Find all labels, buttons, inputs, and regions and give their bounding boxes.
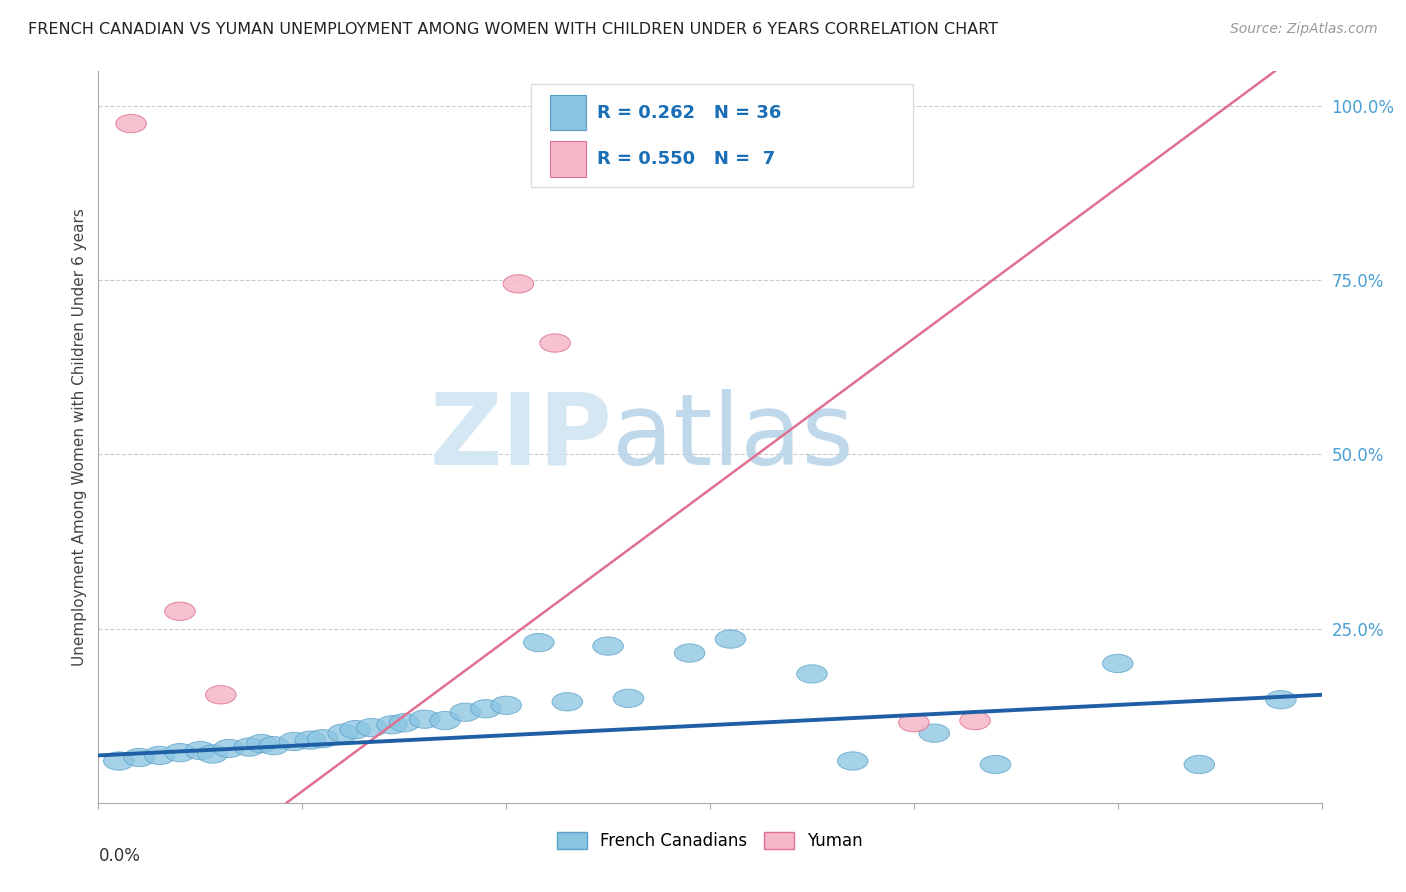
Ellipse shape xyxy=(214,739,245,757)
Ellipse shape xyxy=(246,734,277,753)
Ellipse shape xyxy=(1265,690,1296,709)
Ellipse shape xyxy=(471,699,501,718)
Ellipse shape xyxy=(960,712,990,730)
Text: Source: ZipAtlas.com: Source: ZipAtlas.com xyxy=(1230,22,1378,37)
Legend: French Canadians, Yuman: French Canadians, Yuman xyxy=(550,825,870,856)
Ellipse shape xyxy=(430,712,460,730)
Ellipse shape xyxy=(675,644,704,662)
Ellipse shape xyxy=(523,633,554,652)
Ellipse shape xyxy=(104,752,134,770)
Ellipse shape xyxy=(450,703,481,722)
Text: atlas: atlas xyxy=(612,389,853,485)
Ellipse shape xyxy=(716,630,745,648)
Ellipse shape xyxy=(491,696,522,714)
Ellipse shape xyxy=(186,741,215,760)
Ellipse shape xyxy=(115,114,146,133)
Ellipse shape xyxy=(165,744,195,762)
Ellipse shape xyxy=(613,690,644,707)
Ellipse shape xyxy=(233,738,264,756)
Ellipse shape xyxy=(278,732,309,751)
Text: ZIP: ZIP xyxy=(429,389,612,485)
Ellipse shape xyxy=(145,747,174,764)
Ellipse shape xyxy=(593,637,623,656)
Ellipse shape xyxy=(503,275,534,293)
Ellipse shape xyxy=(898,714,929,731)
Ellipse shape xyxy=(797,665,827,683)
Ellipse shape xyxy=(328,724,359,742)
Text: FRENCH CANADIAN VS YUMAN UNEMPLOYMENT AMONG WOMEN WITH CHILDREN UNDER 6 YEARS CO: FRENCH CANADIAN VS YUMAN UNEMPLOYMENT AM… xyxy=(28,22,998,37)
Ellipse shape xyxy=(920,724,949,742)
Ellipse shape xyxy=(1102,655,1133,673)
Ellipse shape xyxy=(197,745,228,764)
Ellipse shape xyxy=(356,718,387,737)
Ellipse shape xyxy=(980,756,1011,773)
Ellipse shape xyxy=(259,737,290,755)
Ellipse shape xyxy=(340,721,371,739)
Ellipse shape xyxy=(409,710,440,729)
Ellipse shape xyxy=(377,715,408,734)
Ellipse shape xyxy=(295,731,326,749)
Text: 0.0%: 0.0% xyxy=(98,847,141,864)
Ellipse shape xyxy=(540,334,571,352)
Ellipse shape xyxy=(553,693,582,711)
Ellipse shape xyxy=(389,714,419,731)
Ellipse shape xyxy=(1184,756,1215,773)
Ellipse shape xyxy=(838,752,868,770)
Ellipse shape xyxy=(308,730,337,747)
Ellipse shape xyxy=(205,686,236,704)
Y-axis label: Unemployment Among Women with Children Under 6 years: Unemployment Among Women with Children U… xyxy=(72,208,87,666)
Ellipse shape xyxy=(165,602,195,620)
Ellipse shape xyxy=(124,748,155,766)
